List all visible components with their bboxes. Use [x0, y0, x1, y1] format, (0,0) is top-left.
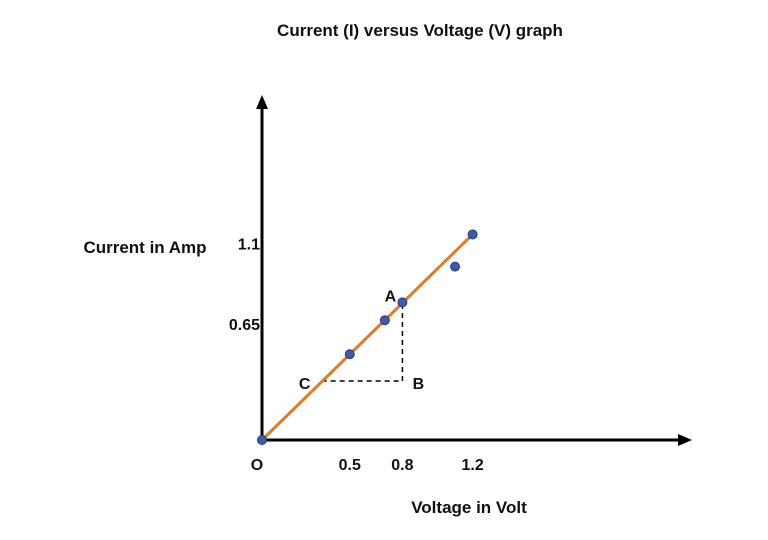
- best-fit-line: [260, 233, 474, 442]
- point-label-c: C: [299, 376, 311, 393]
- point-label-a: A: [385, 288, 397, 305]
- data-point: [450, 261, 461, 272]
- point-label-b: B: [413, 376, 425, 393]
- x-tick-label: 0.8: [391, 457, 413, 474]
- data-point: [467, 229, 478, 240]
- x-tick-label: 0.5: [339, 457, 361, 474]
- y-axis-label: Current in Amp: [83, 238, 206, 257]
- y-tick-label: 1.1: [238, 236, 260, 253]
- y-tick-label: 0.65: [229, 317, 260, 334]
- chart-title: Current (I) versus Voltage (V) graph: [277, 21, 563, 40]
- x-axis-arrow: [678, 434, 692, 446]
- data-point: [397, 297, 408, 308]
- x-axis-label: Voltage in Volt: [411, 498, 527, 517]
- plot-area: 0.5 0.8 1.2 0.65 1.1 A B C: [229, 95, 692, 474]
- data-point: [344, 349, 355, 360]
- y-axis-arrow: [256, 95, 268, 109]
- data-point: [379, 315, 390, 326]
- origin-label: O: [251, 457, 263, 474]
- x-tick-label: 1.2: [461, 457, 483, 474]
- data-point: [257, 435, 267, 445]
